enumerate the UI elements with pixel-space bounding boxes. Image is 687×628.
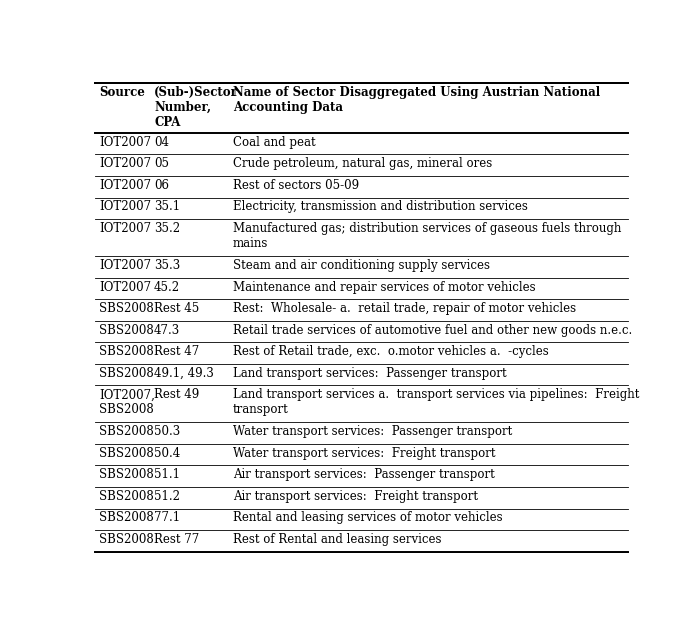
Text: 35.3: 35.3 (154, 259, 180, 272)
Text: SBS2008: SBS2008 (99, 490, 154, 503)
Text: SBS2008: SBS2008 (99, 447, 154, 460)
Text: Rest 49: Rest 49 (154, 388, 199, 401)
Text: Rest of Retail trade, exc.  o.motor vehicles a.  -cycles: Rest of Retail trade, exc. o.motor vehic… (233, 345, 549, 358)
Text: Manufactured gas; distribution services of gaseous fuels through
mains: Manufactured gas; distribution services … (233, 222, 621, 250)
Text: Source: Source (99, 85, 145, 99)
Text: 47.3: 47.3 (154, 323, 180, 337)
Text: (Sub-)Sector
Number,
CPA: (Sub-)Sector Number, CPA (154, 85, 238, 129)
Text: SBS2008: SBS2008 (99, 323, 154, 337)
Text: 49.1, 49.3: 49.1, 49.3 (154, 367, 214, 380)
Text: Water transport services:  Passenger transport: Water transport services: Passenger tran… (233, 425, 512, 438)
Text: Rental and leasing services of motor vehicles: Rental and leasing services of motor veh… (233, 511, 502, 524)
Text: IOT2007: IOT2007 (99, 259, 151, 272)
Text: Electricity, transmission and distribution services: Electricity, transmission and distributi… (233, 200, 528, 214)
Text: IOT2007: IOT2007 (99, 222, 151, 235)
Text: SBS2008: SBS2008 (99, 511, 154, 524)
Text: Rest 45: Rest 45 (154, 302, 199, 315)
Text: IOT2007: IOT2007 (99, 136, 151, 149)
Text: Land transport services:  Passenger transport: Land transport services: Passenger trans… (233, 367, 506, 380)
Text: 35.1: 35.1 (154, 200, 180, 214)
Text: 77.1: 77.1 (154, 511, 180, 524)
Text: Rest of Rental and leasing services: Rest of Rental and leasing services (233, 533, 441, 546)
Text: 45.2: 45.2 (154, 281, 180, 293)
Text: SBS2008: SBS2008 (99, 367, 154, 380)
Text: SBS2008: SBS2008 (99, 533, 154, 546)
Text: SBS2008: SBS2008 (99, 302, 154, 315)
Text: Steam and air conditioning supply services: Steam and air conditioning supply servic… (233, 259, 490, 272)
Text: Maintenance and repair services of motor vehicles: Maintenance and repair services of motor… (233, 281, 535, 293)
Text: Rest 77: Rest 77 (154, 533, 199, 546)
Text: IOT2007: IOT2007 (99, 200, 151, 214)
Text: 51.2: 51.2 (154, 490, 180, 503)
Text: SBS2008: SBS2008 (99, 345, 154, 358)
Text: Land transport services a.  transport services via pipelines:  Freight
transport: Land transport services a. transport ser… (233, 388, 639, 416)
Text: Coal and peat: Coal and peat (233, 136, 315, 149)
Text: Air transport services:  Passenger transport: Air transport services: Passenger transp… (233, 468, 495, 481)
Text: Rest:  Wholesale- a.  retail trade, repair of motor vehicles: Rest: Wholesale- a. retail trade, repair… (233, 302, 576, 315)
Text: IOT2007: IOT2007 (99, 281, 151, 293)
Text: 04: 04 (154, 136, 169, 149)
Text: SBS2008: SBS2008 (99, 425, 154, 438)
Text: Retail trade services of automotive fuel and other new goods n.e.c.: Retail trade services of automotive fuel… (233, 323, 632, 337)
Text: 05: 05 (154, 158, 169, 170)
Text: 50.4: 50.4 (154, 447, 180, 460)
Text: Rest 47: Rest 47 (154, 345, 199, 358)
Text: 06: 06 (154, 179, 169, 192)
Text: IOT2007,
SBS2008: IOT2007, SBS2008 (99, 388, 155, 416)
Text: Rest of sectors 05-09: Rest of sectors 05-09 (233, 179, 359, 192)
Text: 51.1: 51.1 (154, 468, 180, 481)
Text: IOT2007: IOT2007 (99, 179, 151, 192)
Text: Name of Sector Disaggregated Using Austrian National
Accounting Data: Name of Sector Disaggregated Using Austr… (233, 85, 600, 114)
Text: Air transport services:  Freight transport: Air transport services: Freight transpor… (233, 490, 478, 503)
Text: SBS2008: SBS2008 (99, 468, 154, 481)
Text: IOT2007: IOT2007 (99, 158, 151, 170)
Text: Water transport services:  Freight transport: Water transport services: Freight transp… (233, 447, 495, 460)
Text: 50.3: 50.3 (154, 425, 180, 438)
Text: 35.2: 35.2 (154, 222, 180, 235)
Text: Crude petroleum, natural gas, mineral ores: Crude petroleum, natural gas, mineral or… (233, 158, 492, 170)
